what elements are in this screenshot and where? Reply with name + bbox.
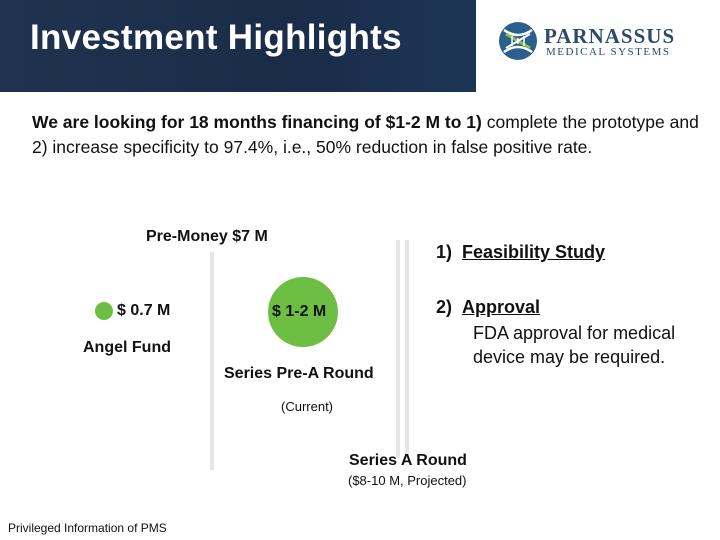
step-2-number: 2) [436,297,453,317]
timeline-line-pre-money [210,252,214,470]
step-approval: 2) Approval [436,297,540,318]
pre-money-label: Pre-Money $7 M [146,228,268,245]
title-banner: Investment Highlights [0,0,476,92]
pre-a-round-amount: $ 1-2 M [272,303,327,320]
pre-a-round-note: (Current) [281,399,334,414]
series-a-label: Series A Round [349,452,467,469]
pre-a-round-label: Series Pre-A Round [224,365,374,382]
step-feasibility: 1) Feasibility Study [436,242,605,263]
angel-fund-marker [95,302,113,320]
slide-title: Investment Highlights [30,18,402,57]
step-1-number: 1) [436,242,453,262]
step-1-title: Feasibility Study [462,242,606,262]
logo-name: PARNASSUS [544,24,676,48]
company-logo: PARNASSUS MEDICAL SYSTEMS [498,20,708,62]
series-a-note: ($8-10 M, Projected) [348,473,467,488]
timeline-line-series-a-1 [396,240,400,458]
step-2-title: Approval [462,297,541,317]
timeline-line-series-a-2 [405,240,409,458]
step-2-description: FDA approval for medical device may be r… [473,323,676,367]
dna-helix-icon [499,22,537,60]
logo-subname: MEDICAL SYSTEMS [546,46,671,58]
intro-rest: complete the prototype and 2) increase s… [32,112,699,157]
angel-fund-amount: $ 0.7 M [117,302,171,319]
pre-a-round-marker [268,277,338,347]
angel-fund-label: Angel Fund [83,339,171,356]
intro-bold: We are looking for 18 months financing o… [32,112,482,132]
footer-note: Privileged Information of PMS [8,521,167,535]
intro-paragraph: We are looking for 18 months financing o… [32,110,702,159]
